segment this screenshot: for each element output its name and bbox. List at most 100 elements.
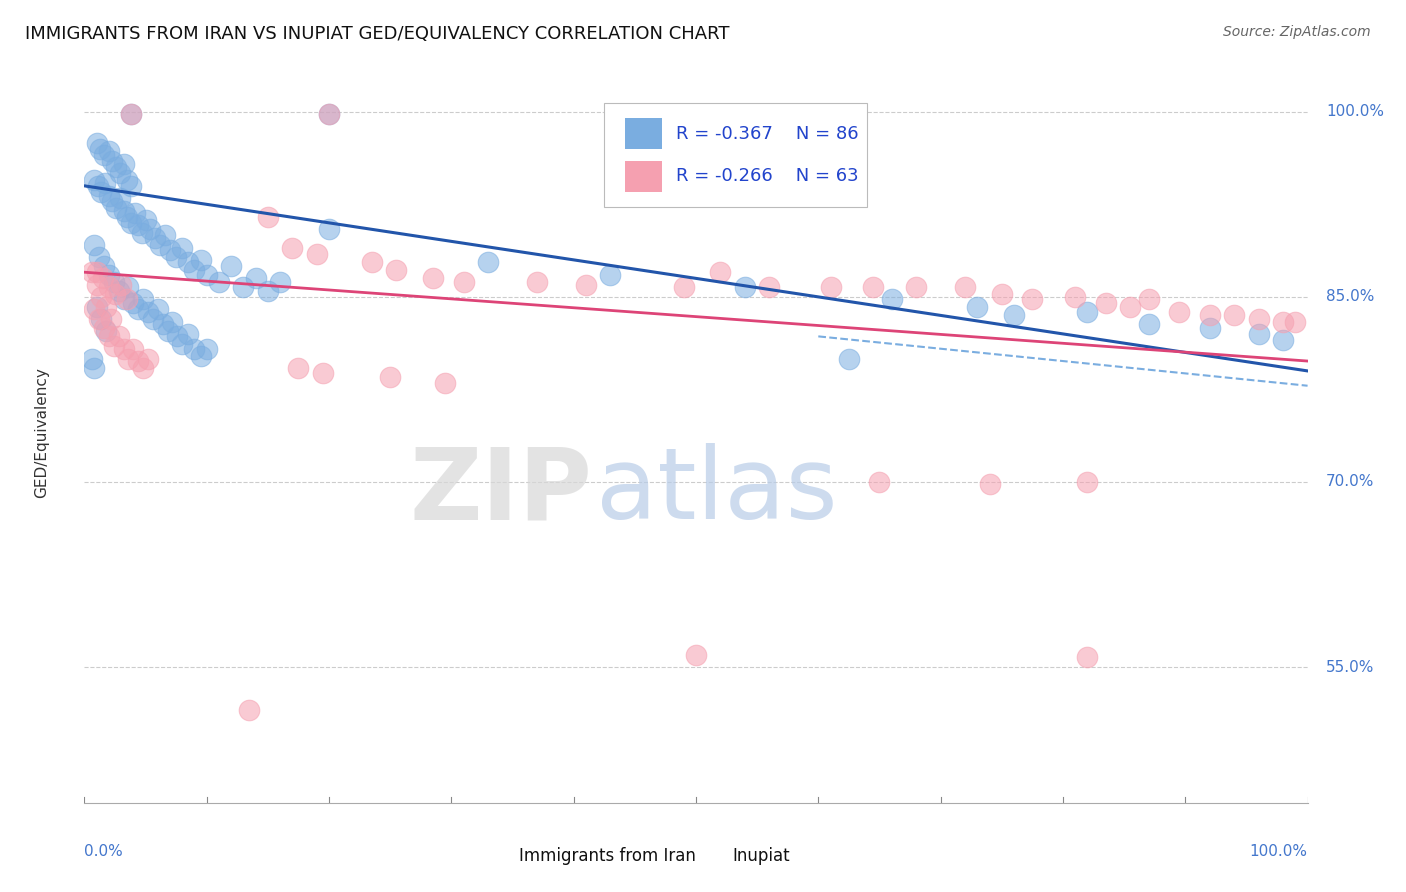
Point — [434, 376, 457, 391]
FancyBboxPatch shape — [702, 846, 728, 870]
Point — [166, 329, 188, 343]
Point — [183, 342, 205, 356]
Point — [136, 351, 159, 366]
Point — [318, 222, 340, 236]
Point — [165, 251, 187, 265]
Point — [80, 265, 103, 279]
Point — [139, 222, 162, 236]
Point — [820, 280, 842, 294]
Point — [360, 255, 382, 269]
Point — [97, 188, 120, 202]
Point — [131, 226, 153, 240]
Point — [108, 191, 131, 205]
Point — [115, 210, 138, 224]
Point — [93, 148, 115, 162]
Point — [177, 255, 200, 269]
Point — [1021, 293, 1043, 307]
Point — [132, 361, 155, 376]
Point — [83, 302, 105, 317]
Point — [162, 315, 184, 329]
Point — [1247, 312, 1270, 326]
Point — [152, 317, 174, 331]
Point — [107, 329, 129, 343]
Point — [758, 280, 780, 294]
Point — [86, 136, 108, 150]
Point — [685, 648, 707, 662]
Point — [156, 325, 179, 339]
Point — [89, 142, 111, 156]
Point — [318, 107, 340, 121]
Point — [281, 240, 304, 255]
Point — [112, 342, 135, 356]
Point — [709, 265, 731, 279]
Point — [287, 361, 309, 376]
Point — [153, 228, 176, 243]
Point — [97, 329, 120, 343]
Point — [172, 240, 194, 255]
Point — [734, 280, 756, 294]
Point — [190, 349, 212, 363]
Point — [86, 277, 108, 292]
Point — [238, 703, 260, 717]
Point — [208, 275, 231, 289]
Point — [979, 477, 1001, 491]
Point — [318, 107, 340, 121]
Point — [1119, 300, 1142, 314]
Point — [305, 246, 328, 260]
Point — [269, 275, 291, 289]
Point — [93, 259, 115, 273]
Point — [245, 271, 267, 285]
Point — [869, 475, 891, 489]
Point — [122, 342, 145, 356]
Point — [83, 361, 105, 376]
Point — [575, 277, 598, 292]
Point — [862, 280, 884, 294]
Text: ZIP: ZIP — [409, 443, 592, 541]
Point — [97, 145, 120, 159]
Point — [127, 302, 149, 317]
FancyBboxPatch shape — [626, 118, 662, 149]
Point — [87, 251, 110, 265]
Point — [905, 280, 928, 294]
Point — [1272, 315, 1295, 329]
Point — [96, 325, 118, 339]
Point — [1223, 309, 1246, 323]
Point — [966, 300, 988, 314]
Point — [953, 280, 976, 294]
Point — [94, 177, 117, 191]
Point — [112, 203, 135, 218]
Point — [143, 230, 166, 244]
Text: 0.0%: 0.0% — [84, 844, 124, 858]
Point — [599, 268, 621, 282]
Point — [90, 312, 112, 326]
Point — [1002, 309, 1025, 323]
Point — [90, 290, 112, 304]
Text: R = -0.367    N = 86: R = -0.367 N = 86 — [676, 125, 859, 143]
Point — [172, 336, 194, 351]
Text: 70.0%: 70.0% — [1326, 475, 1374, 490]
Point — [146, 302, 169, 317]
Point — [101, 154, 124, 169]
Text: 100.0%: 100.0% — [1250, 844, 1308, 858]
FancyBboxPatch shape — [626, 161, 662, 192]
Point — [1137, 293, 1160, 307]
Point — [1137, 317, 1160, 331]
Point — [103, 275, 125, 289]
Point — [100, 312, 122, 326]
Point — [232, 280, 254, 294]
Point — [195, 342, 218, 356]
Point — [86, 300, 108, 314]
Point — [115, 293, 138, 307]
Point — [108, 167, 131, 181]
Text: 100.0%: 100.0% — [1326, 104, 1384, 120]
Point — [112, 293, 135, 307]
Point — [115, 172, 138, 186]
Point — [312, 367, 335, 381]
Point — [1076, 475, 1098, 489]
Point — [86, 265, 108, 279]
Point — [83, 172, 105, 186]
Text: Inupiat: Inupiat — [733, 847, 790, 865]
Point — [1076, 650, 1098, 665]
Point — [97, 280, 120, 294]
Point — [122, 296, 145, 310]
